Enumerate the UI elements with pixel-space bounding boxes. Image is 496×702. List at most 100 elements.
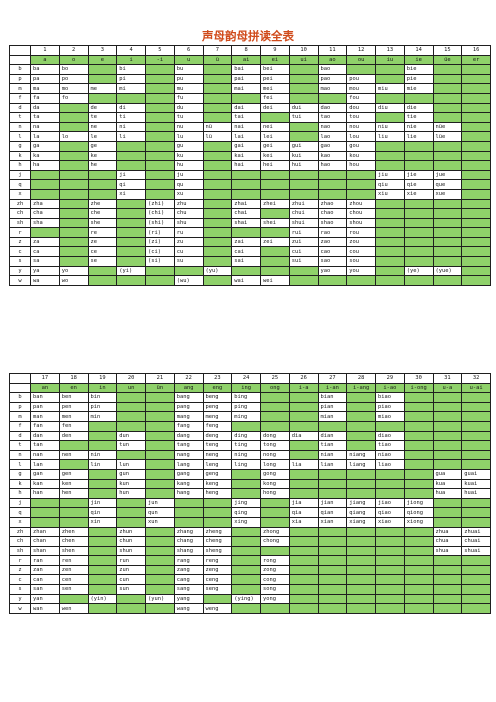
syllable-cell: rang (173, 555, 204, 566)
initial-cell: m (9, 83, 31, 94)
initial-cell: m (9, 411, 31, 422)
syllable-cell: pin (87, 401, 118, 413)
empty-cell (403, 555, 434, 566)
finals-row: a o e i -i u ü ai ei ui ao ou iu ie üe er (9, 54, 491, 66)
syllable-cell: gen (58, 468, 89, 480)
table-row: l la lo le li lu lü lai lei lao lou liu lie lüe (9, 131, 491, 142)
syllable-cell: ning (231, 449, 261, 461)
empty-cell (231, 227, 261, 238)
syllable-cell: (ri) (145, 227, 175, 238)
empty-cell (461, 459, 491, 470)
syllable-cell: (ye) (403, 265, 434, 277)
empty-cell (145, 574, 175, 586)
syllable-cell: dai (231, 102, 261, 114)
initial-cell: h (9, 160, 31, 171)
empty-cell (375, 227, 405, 238)
syllable-cell: mo (58, 83, 89, 94)
empty-cell (375, 275, 405, 286)
final-header: ü (202, 54, 233, 66)
syllable-cell: tui (288, 112, 319, 123)
syllable-cell: mei (260, 83, 290, 94)
syllable-cell: nen (58, 449, 89, 461)
syllable-cell: cu (173, 246, 204, 258)
empty-cell (375, 217, 405, 229)
empty-cell (202, 217, 233, 229)
empty-cell (375, 564, 405, 576)
empty-cell (58, 150, 89, 162)
empty-cell (145, 275, 175, 286)
final-header: ui (288, 54, 319, 66)
syllable-cell: teng (202, 440, 233, 451)
empty-cell (461, 217, 491, 229)
syllable-cell: lang (173, 459, 204, 470)
empty-cell (231, 536, 261, 547)
empty-cell (202, 160, 233, 171)
empty-cell (346, 430, 376, 442)
syllable-cell: weng (202, 603, 233, 614)
syllable-cell: kan (30, 478, 60, 490)
table-row: f fan fen fang feng (9, 420, 491, 432)
syllable-cell: ge (87, 140, 118, 152)
syllable-cell: qiao (375, 507, 405, 518)
syllable-cell: chua (432, 536, 463, 547)
syllable-cell: na (30, 121, 60, 133)
initial-cell: c (9, 574, 31, 586)
syllable-cell: (zhi) (145, 198, 175, 210)
empty-cell (288, 169, 319, 181)
empty-cell (432, 449, 463, 461)
syllable-cell: yo (58, 265, 89, 277)
syllable-cell: zheng (202, 526, 233, 538)
empty-cell (461, 112, 491, 123)
empty-cell (116, 217, 146, 229)
empty-cell (116, 497, 146, 509)
syllable-cell: xie (403, 188, 434, 200)
initial-cell: l (9, 459, 31, 470)
syllable-cell: jiao (375, 497, 405, 509)
empty-cell (58, 217, 89, 229)
empty-cell (346, 526, 376, 538)
syllable-cell: piao (375, 401, 405, 413)
syllable-cell: nüe (432, 121, 463, 133)
syllable-cell: qi (116, 179, 146, 190)
syllable-cell: sai (231, 256, 261, 267)
initial-cell: f (9, 92, 31, 104)
empty-cell (461, 256, 491, 267)
syllable-cell: kui (288, 150, 319, 162)
empty-cell (346, 488, 376, 499)
syllable-cell: nai (231, 121, 261, 133)
empty-cell (375, 265, 405, 277)
syllable-cell: wa (30, 275, 60, 286)
table-row: c ca ce (ci) cu cai cui cao cou (9, 246, 491, 258)
empty-cell (375, 593, 405, 605)
syllable-cell: zhei (260, 198, 290, 210)
syllable-cell: chui (288, 208, 319, 219)
table-row: q qin qun qing qia qian qiang qiao qiong (9, 507, 491, 518)
empty-cell (461, 150, 491, 162)
syllable-cell: mao (317, 83, 348, 94)
corner-cell (9, 382, 31, 394)
empty-cell (30, 227, 60, 238)
syllable-cell: cun (116, 574, 146, 586)
empty-cell (288, 468, 319, 480)
table-row: t ta te ti tu tai tui tao tou tie (9, 112, 491, 123)
syllable-cell: lun (116, 459, 146, 470)
final-header: ong (260, 382, 290, 394)
syllable-cell: dui (288, 102, 319, 114)
syllable-cell: mi (116, 83, 146, 94)
table-row: p pan pen pin pang peng ping pian piao (9, 401, 491, 413)
empty-cell (403, 545, 434, 557)
column-number: 17 (30, 373, 60, 384)
syllable-cell: gu (173, 140, 204, 152)
syllable-cell: kai (231, 150, 261, 162)
empty-cell (432, 83, 463, 94)
syllable-cell: (yun) (145, 593, 175, 605)
initial-cell: r (9, 227, 31, 238)
syllable-cell: dao (317, 102, 348, 114)
empty-cell (116, 275, 146, 286)
empty-cell (432, 64, 463, 75)
table-row: c can cen cun cang ceng cong (9, 574, 491, 586)
table-row: n na ne ni nu nü nai nei nao nou niu nie nüe (9, 121, 491, 133)
column-number: 29 (375, 373, 405, 384)
initial-cell: x (9, 516, 31, 528)
table-row: q qi qu qiu qie que (9, 179, 491, 190)
